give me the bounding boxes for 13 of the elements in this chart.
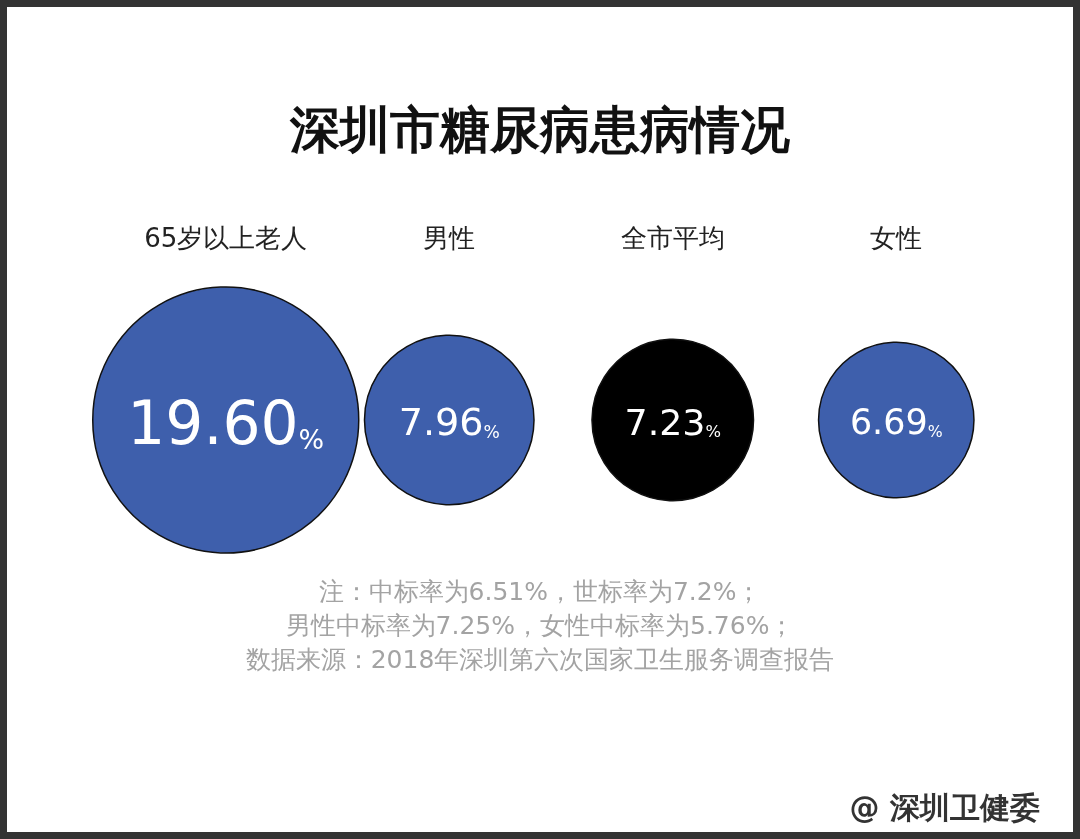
category-label: 全市平均 [620,223,725,253]
category-label: 女性 [870,223,923,253]
data-label: 6.69% [849,401,943,442]
source-note: 数据来源：2018年深圳第六次国家卫生服务调查报告 [244,644,836,676]
text: 男性中标率为7.25%，女性中标率为5.76%； [284,610,796,642]
data-label: 7.23% [624,400,721,444]
text: 注：中标率为6.51%，世标率为7.2%； [317,576,763,608]
category-label: 男性 [423,223,476,253]
text: 深圳市糖尿病患病情况 [289,100,791,161]
category-label: 65岁以上老人 [144,223,308,253]
text: @ 深圳卫健委 [849,789,1040,827]
data-label: 7.96% [398,399,500,444]
data-label: 19.60% [127,387,325,458]
